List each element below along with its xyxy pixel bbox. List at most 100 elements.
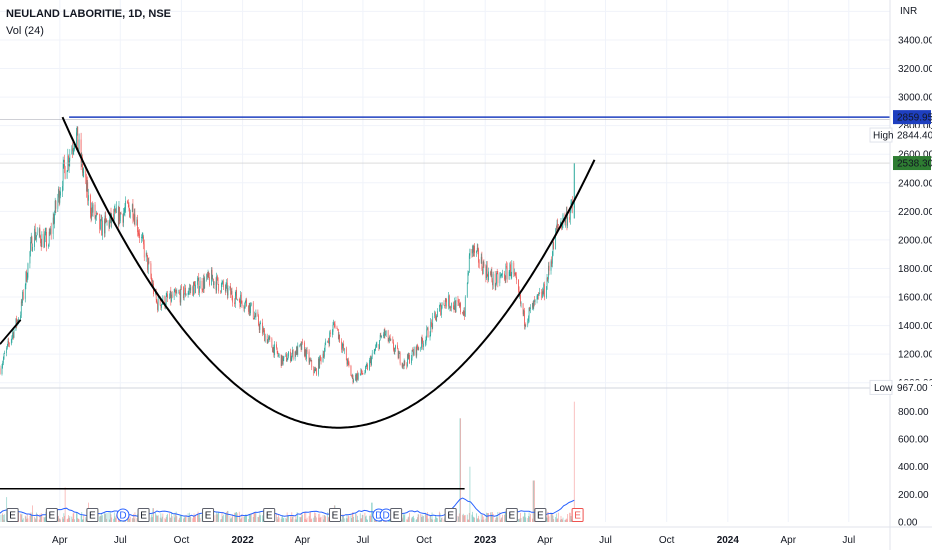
earnings-marker[interactable]: E [571, 508, 584, 522]
candle-body [73, 149, 75, 151]
volume-bar [67, 518, 69, 522]
volume-bar [21, 513, 23, 522]
candle-body [361, 369, 362, 374]
candle-body [120, 212, 122, 215]
symbol-title[interactable]: NEULAND LABORITIE, 1D, NSE [6, 8, 172, 20]
candle-body [43, 234, 45, 248]
candle-body [159, 297, 161, 306]
volume-bar [103, 512, 105, 522]
candle-body [230, 286, 231, 295]
earnings-marker[interactable]: E [202, 508, 215, 522]
candle-body [341, 341, 342, 350]
volume-bar [235, 512, 237, 522]
candle-body [454, 301, 456, 312]
candle-body [473, 245, 475, 253]
y-tick-label: 1600.00 [898, 293, 932, 304]
dividend-marker[interactable]: D [116, 508, 130, 522]
volume-bar [350, 515, 352, 522]
candle-body [295, 351, 297, 355]
volume-bar [234, 512, 236, 522]
candle-body [190, 286, 192, 291]
volume-bar [108, 512, 110, 522]
volume-bar [323, 519, 325, 522]
candle-body [236, 290, 237, 300]
volume-bar [559, 519, 561, 522]
earnings-marker[interactable]: E [534, 508, 547, 522]
candle-body [115, 207, 117, 213]
candle-body [435, 315, 437, 321]
volume-bar [407, 517, 409, 522]
candle-body [318, 358, 319, 375]
earnings-marker[interactable]: E [263, 508, 276, 522]
candle-body [462, 313, 464, 316]
candle-body [40, 243, 42, 247]
candle-body [254, 315, 255, 319]
candle-body [160, 305, 162, 308]
volume-indicator-label[interactable]: Vol (24) [6, 25, 44, 37]
candle-body [353, 380, 354, 382]
candle-body [16, 318, 17, 325]
candle-body [351, 375, 353, 377]
candle-body [50, 228, 51, 234]
earnings-marker[interactable]: E [137, 508, 150, 522]
candle-body [338, 334, 340, 339]
volume-bar [250, 514, 251, 522]
earnings-marker[interactable]: E [444, 508, 457, 522]
candle-body [143, 244, 145, 258]
candle-body [32, 246, 33, 251]
volume-bar [409, 512, 410, 522]
candle-body [505, 266, 507, 280]
candle-body [224, 287, 226, 292]
earnings-marker-shape [444, 508, 457, 522]
candle-body [416, 344, 418, 356]
dividend-marker-label: D [383, 511, 390, 522]
volume-bar [221, 511, 223, 522]
volume-bar [430, 515, 432, 522]
volume-bar [555, 517, 557, 522]
candle-body [481, 256, 483, 270]
volume-bar [134, 512, 136, 522]
earnings-marker[interactable]: E [505, 508, 518, 522]
candle-body [169, 290, 171, 298]
earnings-marker[interactable]: E [390, 508, 403, 522]
candle-body [528, 307, 530, 319]
earnings-marker[interactable]: E [328, 508, 341, 522]
candle-body [104, 220, 105, 234]
earnings-marker[interactable]: E [45, 508, 58, 522]
candle-body [546, 289, 547, 298]
candle-body [48, 244, 49, 247]
candle-body [171, 294, 173, 298]
candle-body [100, 218, 102, 221]
volume-bar [133, 518, 135, 522]
candle-body [379, 335, 381, 341]
candle-body [467, 272, 469, 284]
volume-bar [355, 512, 357, 522]
earnings-marker[interactable]: E [86, 508, 99, 522]
candle-body [180, 286, 182, 303]
volume-bar [58, 518, 60, 522]
volume-bar [220, 518, 222, 522]
candle-body [170, 290, 172, 302]
drawings[interactable] [0, 116, 890, 490]
candle-body [137, 232, 139, 233]
volume-bar [518, 519, 519, 522]
candle-body [100, 220, 101, 230]
volume-bar [458, 516, 460, 522]
candle-body [227, 288, 229, 296]
candle-body [78, 139, 80, 150]
volume-bar [490, 512, 491, 522]
volume-bar [471, 514, 473, 522]
volume-bar [165, 519, 166, 522]
earnings-marker[interactable]: E [6, 508, 19, 522]
candle-body [402, 364, 404, 367]
volume-bar [290, 516, 291, 522]
candle-body [64, 159, 65, 167]
candle-body [58, 188, 60, 203]
volume-bar [343, 518, 345, 522]
candle-body [71, 148, 73, 155]
candle-body [383, 329, 385, 335]
candle-body [113, 213, 115, 219]
volume-bar [357, 515, 358, 522]
